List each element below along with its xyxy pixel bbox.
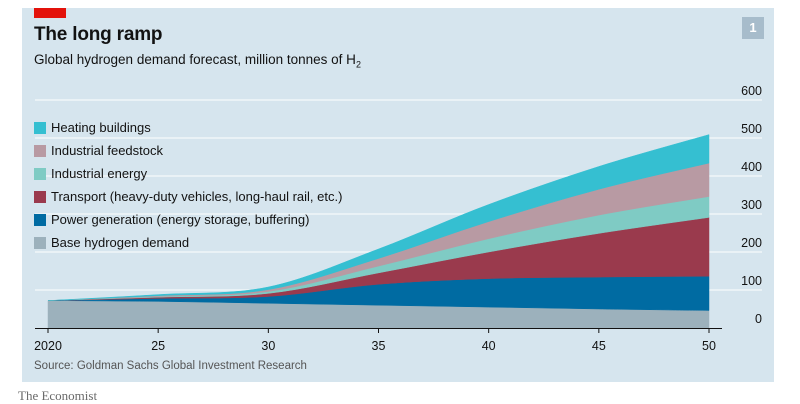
legend-swatch — [34, 190, 46, 203]
chart-panel: The long ramp Global hydrogen demand for… — [22, 8, 774, 382]
x-tick-label: 50 — [702, 339, 716, 353]
legend-item: Power generation (energy storage, buffer… — [34, 208, 342, 231]
x-tick-label: 40 — [482, 339, 496, 353]
legend-swatch — [34, 167, 46, 180]
legend-label: Industrial energy — [51, 166, 148, 181]
y-tick-label: 400 — [741, 160, 762, 174]
area-heating-buildings — [47, 134, 710, 301]
x-tick-label: 2020 — [34, 339, 62, 353]
y-tick-label: 0 — [755, 312, 762, 326]
y-tick-label: 600 — [741, 84, 762, 98]
chart-title: The long ramp — [34, 24, 163, 45]
subtitle-subscript: 2 — [355, 59, 361, 70]
y-tick-label: 100 — [741, 274, 762, 288]
legend-swatch — [34, 144, 46, 157]
legend-swatch — [34, 236, 46, 249]
publisher-brand: The Economist — [18, 388, 98, 403]
legend: Heating buildings Industrial feedstock Ind… — [34, 116, 342, 254]
chart-subtitle: Global hydrogen demand forecast, million… — [34, 52, 361, 70]
x-tick-label: 25 — [151, 339, 165, 353]
y-tick-label: 300 — [741, 198, 762, 212]
x-tick-label: 45 — [592, 339, 606, 353]
legend-item: Industrial energy — [34, 162, 342, 185]
source-note: Source: Goldman Sachs Global Investment … — [34, 360, 307, 372]
legend-label: Base hydrogen demand — [51, 235, 190, 250]
legend-item: Heating buildings — [34, 116, 342, 139]
accent-bar — [34, 8, 66, 18]
x-tick-label: 30 — [261, 339, 275, 353]
subtitle-text: Global hydrogen demand forecast, million… — [34, 52, 356, 67]
legend-item: Transport (heavy-duty vehicles, long-hau… — [34, 185, 342, 208]
legend-item: Industrial feedstock — [34, 139, 342, 162]
legend-label: Heating buildings — [51, 120, 151, 135]
y-tick-label: 200 — [741, 236, 762, 250]
legend-swatch — [34, 213, 46, 226]
legend-label: Power generation (energy storage, buffer… — [51, 212, 310, 227]
legend-swatch — [34, 121, 46, 134]
chart-number-badge: 1 — [742, 17, 764, 39]
legend-item: Base hydrogen demand — [34, 231, 342, 254]
x-tick-label: 35 — [372, 339, 386, 353]
legend-label: Industrial feedstock — [51, 143, 164, 158]
legend-label: Transport (heavy-duty vehicles, long-hau… — [51, 189, 343, 204]
y-tick-label: 500 — [741, 122, 762, 136]
